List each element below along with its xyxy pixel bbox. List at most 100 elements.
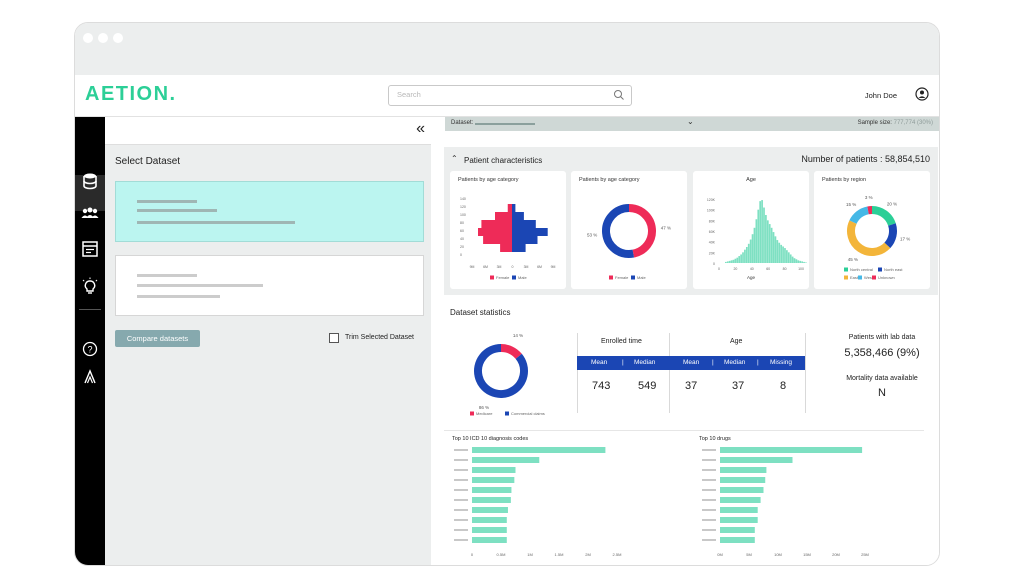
- users-icon[interactable]: [80, 204, 100, 224]
- x-tick-label: 6M: [537, 265, 542, 269]
- mortality-title: Mortality data available: [846, 375, 918, 382]
- data-label: 86 %: [479, 405, 489, 410]
- histogram-bar: [791, 256, 794, 263]
- histogram-bar: [734, 258, 737, 263]
- app-window: AETION. Search John Doe ? « Select Datas…: [74, 22, 940, 566]
- aetion-a-icon[interactable]: [80, 367, 100, 387]
- top-header: AETION. Search John Doe: [75, 75, 939, 117]
- donut-slice: [628, 204, 656, 258]
- age-pyramid-card: Patients by age category 140 120 100 80 60 40…: [450, 171, 566, 289]
- histogram-bar: [774, 236, 777, 263]
- aetion-logo[interactable]: AETION.: [85, 83, 177, 105]
- collapse-icon[interactable]: «: [416, 120, 425, 137]
- bar-female: [495, 212, 512, 220]
- user-name[interactable]: John Doe: [864, 91, 897, 100]
- y-tick-label: 40K: [709, 241, 716, 245]
- histogram-bar: [772, 232, 775, 263]
- bar-label-placeholder: [454, 539, 468, 541]
- lab-data-value: 5,358,466 (9%): [844, 347, 920, 359]
- placeholder-line: [137, 209, 217, 212]
- legend-label: Male: [518, 275, 527, 280]
- histogram-bar: [730, 260, 733, 263]
- histogram-bar: [755, 219, 758, 263]
- search-input[interactable]: Search: [388, 85, 632, 106]
- histogram-bar: [761, 200, 763, 263]
- histogram-bar: [805, 262, 807, 263]
- histogram-bar: [784, 248, 786, 263]
- compare-datasets-button[interactable]: Compare datasets: [115, 330, 200, 347]
- bar-female: [507, 204, 512, 212]
- data-label: 47 %: [661, 226, 671, 231]
- divider: [669, 333, 670, 413]
- lightbulb-icon[interactable]: [80, 277, 100, 297]
- legend-swatch: [844, 267, 848, 272]
- histogram-bar: [770, 227, 773, 263]
- section-title: Dataset statistics: [450, 308, 511, 317]
- legend-label: West: [864, 275, 874, 280]
- x-tick-label: 80: [783, 267, 787, 271]
- y-tick-label: 100: [460, 213, 466, 217]
- bar-label-placeholder: [454, 509, 468, 511]
- document-icon[interactable]: [80, 239, 100, 259]
- y-tick-label: 100K: [707, 209, 716, 213]
- y-tick-label: 20: [460, 245, 464, 249]
- data-label: 20 %: [887, 201, 897, 206]
- bar-label-placeholder: [454, 479, 468, 481]
- bar-label-placeholder: [454, 529, 468, 531]
- chevron-down-icon[interactable]: ⌄: [687, 117, 694, 126]
- histogram-bar: [747, 243, 750, 263]
- placeholder-line: [137, 295, 220, 298]
- histogram-bar: [782, 246, 784, 263]
- bar-label-placeholder: [702, 499, 716, 501]
- bar: [472, 447, 606, 453]
- y-tick-label: 20K: [709, 251, 716, 255]
- trim-dataset-checkbox[interactable]: [329, 333, 339, 343]
- user-avatar-icon[interactable]: [915, 87, 929, 101]
- donut-slice: [871, 206, 896, 227]
- panel-header: «: [105, 117, 431, 145]
- top-icd-chart: 0 0.5M 1M 1.5M 2M 2.5M: [454, 447, 621, 557]
- histogram-bar: [780, 244, 783, 263]
- histogram-bar: [744, 249, 746, 263]
- data-label: 45 %: [848, 257, 858, 262]
- y-tick-label: 120: [460, 205, 466, 209]
- legend-swatch: [609, 275, 613, 280]
- number-of-patients: Number of patients : 58,854,510: [801, 154, 930, 164]
- histogram-bar: [801, 261, 803, 263]
- bar: [472, 507, 508, 513]
- x-tick-label: 0: [718, 267, 720, 271]
- chevron-up-icon[interactable]: ⌃: [451, 154, 458, 163]
- bar: [720, 497, 761, 503]
- panel-title: Select Dataset: [115, 156, 181, 167]
- donut-slice: [474, 344, 528, 398]
- bar: [720, 487, 764, 493]
- histogram-bar: [803, 261, 805, 263]
- gender-donut-card: Patients by age category 47 % 53 % Female M…: [571, 171, 687, 289]
- divider: [444, 430, 924, 431]
- bar-label-placeholder: [454, 459, 468, 461]
- dataset-card-selected[interactable]: [115, 181, 424, 242]
- y-tick-label: 60K: [709, 230, 716, 234]
- y-tick-label: 0: [460, 253, 462, 257]
- bar-label-placeholder: [702, 459, 716, 461]
- patient-characteristics-section: ⌃ Patient characteristics Number of pati…: [444, 147, 938, 295]
- bar-label-placeholder: [702, 469, 716, 471]
- x-tick-label: 15M: [803, 552, 811, 557]
- bar-label-placeholder: [454, 489, 468, 491]
- database-icon[interactable]: [80, 171, 100, 191]
- bar: [720, 477, 766, 483]
- histogram-bar: [765, 215, 767, 263]
- help-icon[interactable]: ?: [80, 339, 100, 359]
- median-header: Median: [724, 359, 746, 366]
- bar: [472, 487, 512, 493]
- x-tick-label: 1.5M: [555, 552, 564, 557]
- histogram-bar: [745, 247, 748, 263]
- search-icon[interactable]: [613, 89, 625, 101]
- data-label: 14 %: [513, 333, 523, 338]
- dataset-selector[interactable]: Dataset: ⌄ Sample size: 777,774 (30%): [445, 117, 939, 131]
- divider: [577, 333, 578, 413]
- y-tick-label: 120K: [707, 198, 716, 202]
- bar: [720, 507, 758, 513]
- dataset-card[interactable]: [115, 255, 424, 316]
- svg-text:?: ?: [87, 345, 92, 355]
